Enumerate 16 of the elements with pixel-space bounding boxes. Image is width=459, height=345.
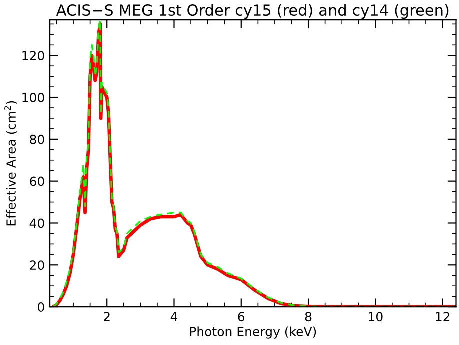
y-tick-label: 40 — [30, 218, 44, 228]
x-tick-label: 4 — [170, 312, 178, 322]
y-tick-label: 0 — [38, 302, 44, 312]
y-tick-label: 100 — [22, 93, 44, 102]
x-axis-title: Photon Energy (keV) — [190, 326, 316, 339]
y-tick-label: 120 — [22, 51, 44, 61]
chart-title: ACIS−S MEG 1st Order cy15 (red) and cy14 (green) — [56, 4, 449, 20]
y-axis-title: Effective Area (cm$^{2}$) — [4, 101, 18, 226]
x-tick-label: 6 — [238, 312, 245, 322]
x-tick-label: 10 — [369, 312, 383, 322]
x-tick-label: 8 — [305, 312, 312, 322]
x-tick-label: 12 — [436, 312, 450, 322]
y-tick-label: 60 — [30, 176, 44, 186]
y-tick-label: 20 — [30, 260, 44, 270]
x-tick-label: 2 — [104, 312, 110, 322]
y-tick-label: 80 — [30, 134, 44, 144]
